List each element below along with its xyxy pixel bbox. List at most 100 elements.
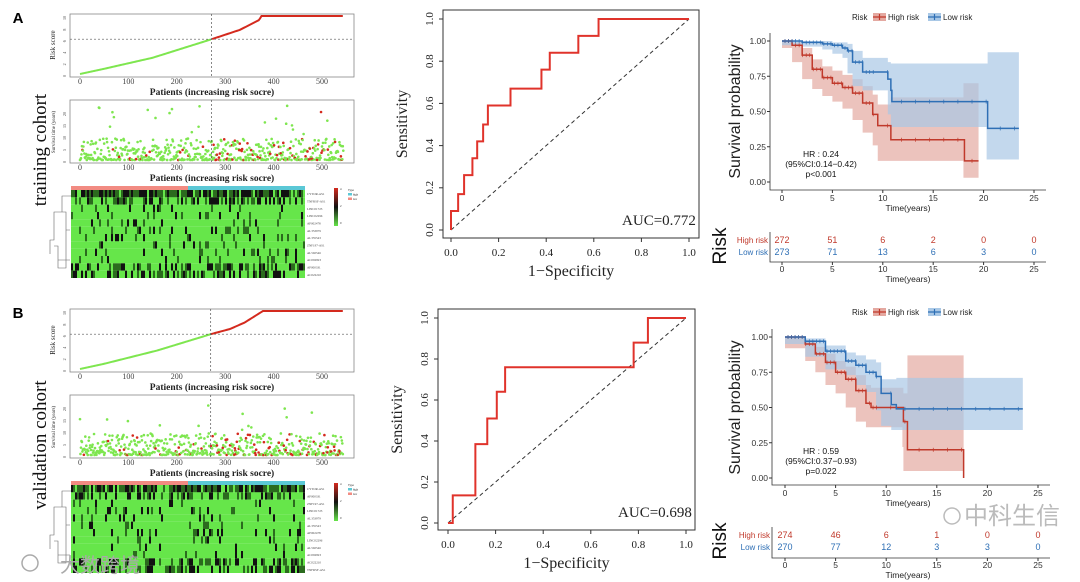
heatmap-cell — [189, 190, 191, 198]
censored-point — [341, 442, 344, 445]
heatmap-cell — [99, 190, 101, 198]
heatmap-cell — [253, 485, 255, 493]
heatmap-cell — [149, 565, 151, 573]
heatmap-cell — [81, 204, 83, 212]
heatmap-cell — [205, 558, 207, 566]
censored-point — [195, 152, 199, 156]
censored-point — [114, 450, 118, 454]
censored-point — [154, 116, 157, 120]
heatmap-cell — [191, 492, 193, 500]
censored-point — [306, 436, 310, 440]
censored-point — [120, 154, 124, 157]
heatmap-cell — [203, 190, 205, 198]
heatmap-cell — [189, 263, 191, 271]
heatmap-cell — [269, 190, 271, 198]
heatmap-cell — [129, 492, 131, 500]
heatmap-cell — [273, 197, 275, 205]
heatmap-cell — [269, 507, 271, 515]
censored-point — [141, 158, 144, 162]
censored-point — [240, 438, 243, 441]
heatmap-cell — [237, 226, 239, 234]
censored-point — [266, 452, 270, 456]
heatmap-cell — [217, 485, 219, 493]
heatmap-cell — [267, 263, 269, 271]
heatmap-cell — [115, 263, 117, 271]
event-point — [246, 433, 250, 437]
y-tick-label: 10 — [62, 311, 67, 315]
legend-label: low — [353, 198, 357, 201]
censored-point — [93, 446, 97, 450]
heatmap-cell — [181, 197, 183, 205]
axes — [771, 329, 1050, 486]
cohort-label: training cohort — [30, 93, 51, 206]
heatmap-cell — [235, 551, 237, 559]
heatmap-cell — [169, 485, 171, 493]
censored-point — [152, 158, 156, 161]
event-point — [254, 453, 257, 457]
censored-point — [193, 449, 197, 453]
censored-point — [302, 439, 306, 442]
heatmap-cell — [103, 485, 105, 493]
heatmap-cell — [189, 485, 191, 493]
censored-point — [184, 142, 187, 145]
heatmap-cell — [263, 190, 265, 198]
censored-point — [235, 147, 238, 151]
scale-tick: 2 — [340, 499, 342, 503]
heatmap-cell — [219, 514, 221, 522]
heatmap-cell — [279, 492, 281, 500]
censored-point — [148, 444, 152, 447]
censored-point — [325, 137, 328, 141]
y-tick-label: 6 — [62, 40, 67, 42]
heatmap-cell — [187, 485, 189, 493]
censored-point — [169, 143, 173, 147]
at-risk-low: 0 — [1031, 247, 1036, 257]
heatmap-cell — [267, 256, 269, 264]
heatmap-cell — [273, 558, 275, 566]
y-tick-label: 20 — [62, 112, 67, 116]
heatmap-cell — [109, 270, 111, 278]
heatmap-cell — [73, 536, 75, 544]
censored-point — [175, 450, 179, 454]
x-tick-label: 20 — [979, 264, 989, 274]
y-tick-label: 0.2 — [419, 475, 431, 489]
event-point — [135, 436, 139, 439]
legend-title: Risk — [852, 308, 869, 317]
heatmap-cell — [229, 263, 231, 271]
heatmap-cell — [133, 485, 135, 493]
x-tick-label: 400 — [268, 77, 280, 86]
censored-point — [187, 441, 191, 444]
censored-point — [287, 442, 291, 446]
heatmap-cell — [137, 263, 139, 271]
censored-point — [324, 141, 327, 145]
gene-label: TNFRSF-AS1 — [307, 200, 326, 204]
heatmap-cell — [281, 234, 283, 242]
censored-point — [180, 443, 183, 447]
heatmap-cell — [199, 485, 201, 493]
x-tick-label: 300 — [219, 77, 231, 86]
heatmap-cell — [85, 485, 87, 493]
heatmap-cell — [79, 492, 81, 500]
gene-label: AL355543 — [307, 524, 321, 528]
censored-point — [320, 145, 324, 148]
heatmap-cell — [153, 190, 155, 198]
censored-point — [298, 435, 302, 439]
censored-point — [133, 439, 136, 443]
heatmap-cell — [187, 234, 189, 242]
x-axis-label: Patients (increasing risk socre) — [150, 87, 274, 98]
heatmap-cell — [285, 565, 287, 573]
heatmap-cell — [193, 529, 195, 537]
heatmap-cell — [189, 270, 191, 278]
heatmap-cell — [221, 270, 223, 278]
censored-point — [236, 141, 240, 144]
censored-point — [266, 146, 269, 150]
y-tick-label: 20 — [62, 407, 67, 411]
censored-point — [203, 437, 206, 440]
censored-point — [178, 158, 182, 162]
heatmap-cell — [93, 190, 95, 198]
heatmap-cell — [241, 521, 243, 529]
heatmap-cell — [263, 565, 265, 573]
heatmap-cell — [87, 492, 89, 500]
heatmap-cell — [89, 197, 91, 205]
scale-tick: 4 — [340, 187, 342, 191]
event-point — [134, 157, 138, 161]
